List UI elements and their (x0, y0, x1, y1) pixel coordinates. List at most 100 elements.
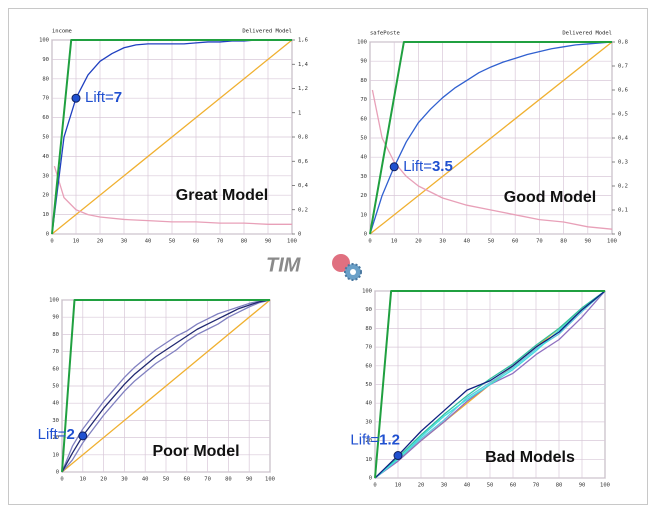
model-label: Bad Models (485, 449, 575, 466)
y-tick-label: 90 (52, 315, 59, 321)
x-tick-label: 50 (169, 239, 176, 245)
header-right: Delivered Model (242, 29, 292, 35)
series-line (61, 299, 270, 473)
x-tick-label: 90 (265, 239, 272, 245)
y-tick-label: 20 (42, 193, 49, 199)
x-tick-label: 100 (607, 239, 617, 245)
series-line (374, 290, 606, 479)
series-line (369, 41, 613, 235)
x-tick-label: 40 (463, 239, 470, 245)
y-tick-label: 80 (52, 332, 59, 338)
y-tick-label: 100 (362, 289, 372, 295)
y-tick-label: 10 (365, 457, 372, 463)
series-line (61, 299, 271, 473)
header-left: safePoste (370, 31, 400, 37)
y2-tick-label: 1,4 (298, 62, 309, 68)
lift-chart: 0 10 20 30 40 50 60 70 80 90 100010203040506070809… (38, 298, 275, 483)
x-tick-label: 10 (395, 483, 402, 489)
x-tick-label: 80 (241, 239, 248, 245)
series-line (369, 41, 612, 235)
y-tick-label: 100 (49, 298, 59, 304)
x-tick-label: 50 (487, 483, 494, 489)
x-tick-label: 30 (441, 483, 448, 489)
x-tick-label: 100 (265, 477, 275, 483)
x-tick-label: 80 (560, 239, 567, 245)
x-tick-label: 30 (121, 477, 128, 483)
y-tick-label: 80 (42, 76, 49, 82)
x-tick-label: 0 (368, 239, 371, 245)
series-line (61, 299, 271, 473)
y-tick-label: 100 (357, 40, 367, 46)
header-left: income (52, 29, 72, 35)
x-tick-label: 50 (488, 239, 495, 245)
lift-chart: 0 10 20 30 40 50 60 70 80 90 100010203040506070809… (350, 289, 610, 489)
lift-prefix: Lift= (403, 158, 432, 175)
y-tick-label: 0 (364, 232, 367, 238)
y-tick-label: 50 (365, 382, 372, 388)
x-tick-label: 30 (439, 239, 446, 245)
y-tick-label: 30 (42, 173, 49, 179)
x-tick-label: 20 (97, 239, 104, 245)
x-tick-label: 60 (193, 239, 200, 245)
y-tick-label: 60 (52, 366, 59, 372)
series-line (51, 39, 293, 235)
x-tick-label: 70 (533, 483, 540, 489)
y2-tick-label: 0,7 (618, 64, 628, 70)
y-tick-label: 40 (360, 155, 367, 161)
x-tick-label: 0 (60, 477, 63, 483)
y-tick-label: 60 (42, 115, 49, 121)
x-tick-label: 40 (142, 477, 149, 483)
header-right: Delivered Model (562, 31, 612, 37)
y-tick-label: 70 (360, 97, 367, 103)
x-tick-label: 20 (100, 477, 107, 483)
y-tick-label: 60 (365, 363, 372, 369)
x-tick-label: 0 (50, 239, 53, 245)
y-tick-label: 0 (56, 470, 59, 476)
logo-text: TIM (266, 254, 302, 276)
y-tick-label: 100 (39, 38, 49, 44)
y-tick-label: 80 (365, 326, 372, 332)
y-tick-label: 80 (360, 78, 367, 84)
series-line (53, 165, 292, 225)
lift-prefix: Lift= (350, 432, 379, 449)
y-tick-label: 50 (52, 384, 59, 390)
y-tick-label: 0 (369, 476, 372, 482)
y-tick-label: 50 (360, 136, 367, 142)
series-line (374, 290, 605, 479)
x-tick-label: 60 (512, 239, 519, 245)
model-label: Good Model (504, 189, 596, 206)
x-tick-label: 100 (600, 483, 610, 489)
x-tick-label: 70 (217, 239, 224, 245)
lift-chart: 0 10 20 30 40 50 60 70 80 90 100010203040506070809… (357, 31, 629, 245)
y2-tick-label: 1,6 (298, 38, 308, 44)
y-tick-label: 50 (42, 135, 49, 141)
y2-tick-label: 0,1 (618, 208, 628, 214)
x-tick-label: 10 (79, 477, 86, 483)
x-tick-label: 90 (584, 239, 591, 245)
x-tick-label: 80 (225, 477, 232, 483)
series-line (369, 41, 613, 235)
y2-tick-label: 0,3 (618, 160, 628, 166)
x-tick-label: 20 (418, 483, 425, 489)
x-tick-label: 30 (121, 239, 128, 245)
x-tick-label: 10 (73, 239, 80, 245)
logo: TIM (266, 254, 362, 281)
lift-prefix: Lift= (38, 426, 67, 443)
y2-tick-label: 1,2 (298, 86, 308, 92)
x-tick-label: 10 (391, 239, 398, 245)
lift-chart: 0 10 20 30 40 50 60 70 80 90 100010203040506070809… (39, 29, 309, 245)
x-tick-label: 90 (246, 477, 253, 483)
series-line (51, 39, 292, 235)
y2-tick-label: 0,5 (618, 112, 628, 118)
y-tick-label: 70 (42, 96, 49, 102)
y2-tick-label: 0,2 (618, 184, 628, 190)
x-tick-label: 60 (510, 483, 517, 489)
y-tick-label: 90 (360, 59, 367, 65)
x-tick-label: 70 (536, 239, 543, 245)
x-tick-label: 80 (556, 483, 563, 489)
y-tick-label: 30 (360, 174, 367, 180)
lift-value: 7 (114, 89, 122, 106)
x-tick-label: 20 (415, 239, 422, 245)
lift-prefix: Lift= (85, 89, 114, 106)
